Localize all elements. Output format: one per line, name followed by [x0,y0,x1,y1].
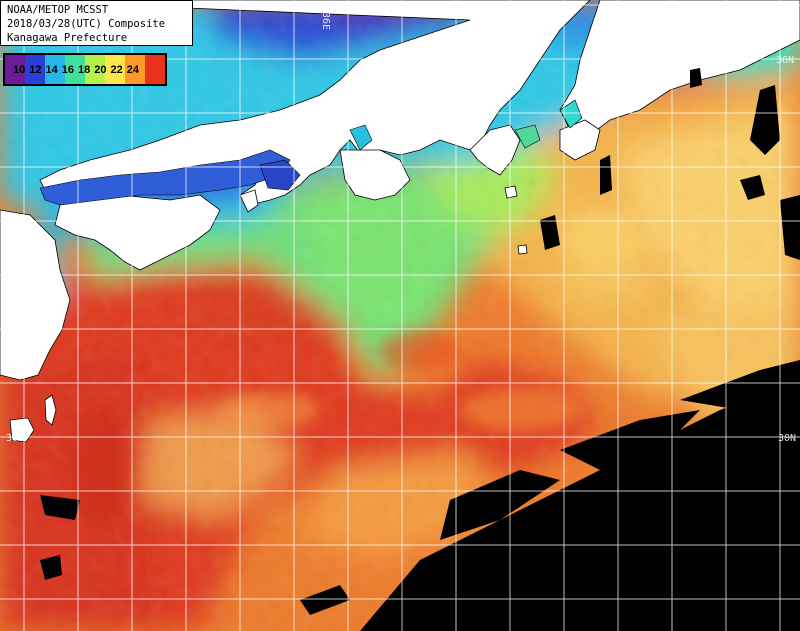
product-info-box: NOAA/METOP MCSST 2018/03/28(UTC) Composi… [0,0,193,46]
honshu-east [559,0,800,136]
legend-labels: 10 12 14 16 18 20 22 24 [13,64,139,76]
legend-swatch [145,55,165,84]
shikoku [54,194,221,271]
lon-label-140e: 140E [752,2,763,27]
product-title: NOAA/METOP MCSST [7,4,109,16]
lat-label-36n: 36N [776,55,795,66]
legend-swatch [65,55,85,84]
lat-label-30n-left: 30N [6,433,25,444]
legend-swatch [85,55,105,84]
oshima [504,185,518,199]
legend-label-12: 12 [29,64,42,76]
legend-label-14: 14 [45,64,58,76]
tokyo-bay [559,99,583,129]
lat-label-30n-right: 30N [778,433,797,444]
legend-swatch [25,55,45,84]
legend-swatch [5,55,25,84]
legend-label-24: 24 [126,64,139,76]
legend-label-22: 22 [110,64,123,76]
miyake [517,244,528,255]
legend-swatch [45,55,65,84]
legend-label-18: 18 [78,64,91,76]
legend-swatch [105,55,125,84]
temperature-legend: 10 12 14 16 18 20 22 24 [3,53,167,86]
awaji [239,189,259,213]
boso-peninsula [559,119,601,161]
cloud-mask [40,68,800,631]
sagami-bay [514,124,541,149]
lon-label-136e: 136E [320,6,331,31]
izu-peninsula [469,124,521,176]
ise-bay [349,124,373,151]
legend-swatch [125,55,145,84]
legend-label-20: 20 [94,64,107,76]
product-date: 2018/03/28(UTC) Composite [7,18,166,30]
product-region: Kanagawa Prefecture [7,32,128,44]
legend-label-16: 16 [61,64,74,76]
legend-label-10: 10 [13,64,26,76]
land-masses [0,0,800,443]
kyushu [0,209,71,381]
legend-color-bar [5,55,165,84]
sst-eddies [70,215,635,530]
tanegashima [44,394,57,426]
